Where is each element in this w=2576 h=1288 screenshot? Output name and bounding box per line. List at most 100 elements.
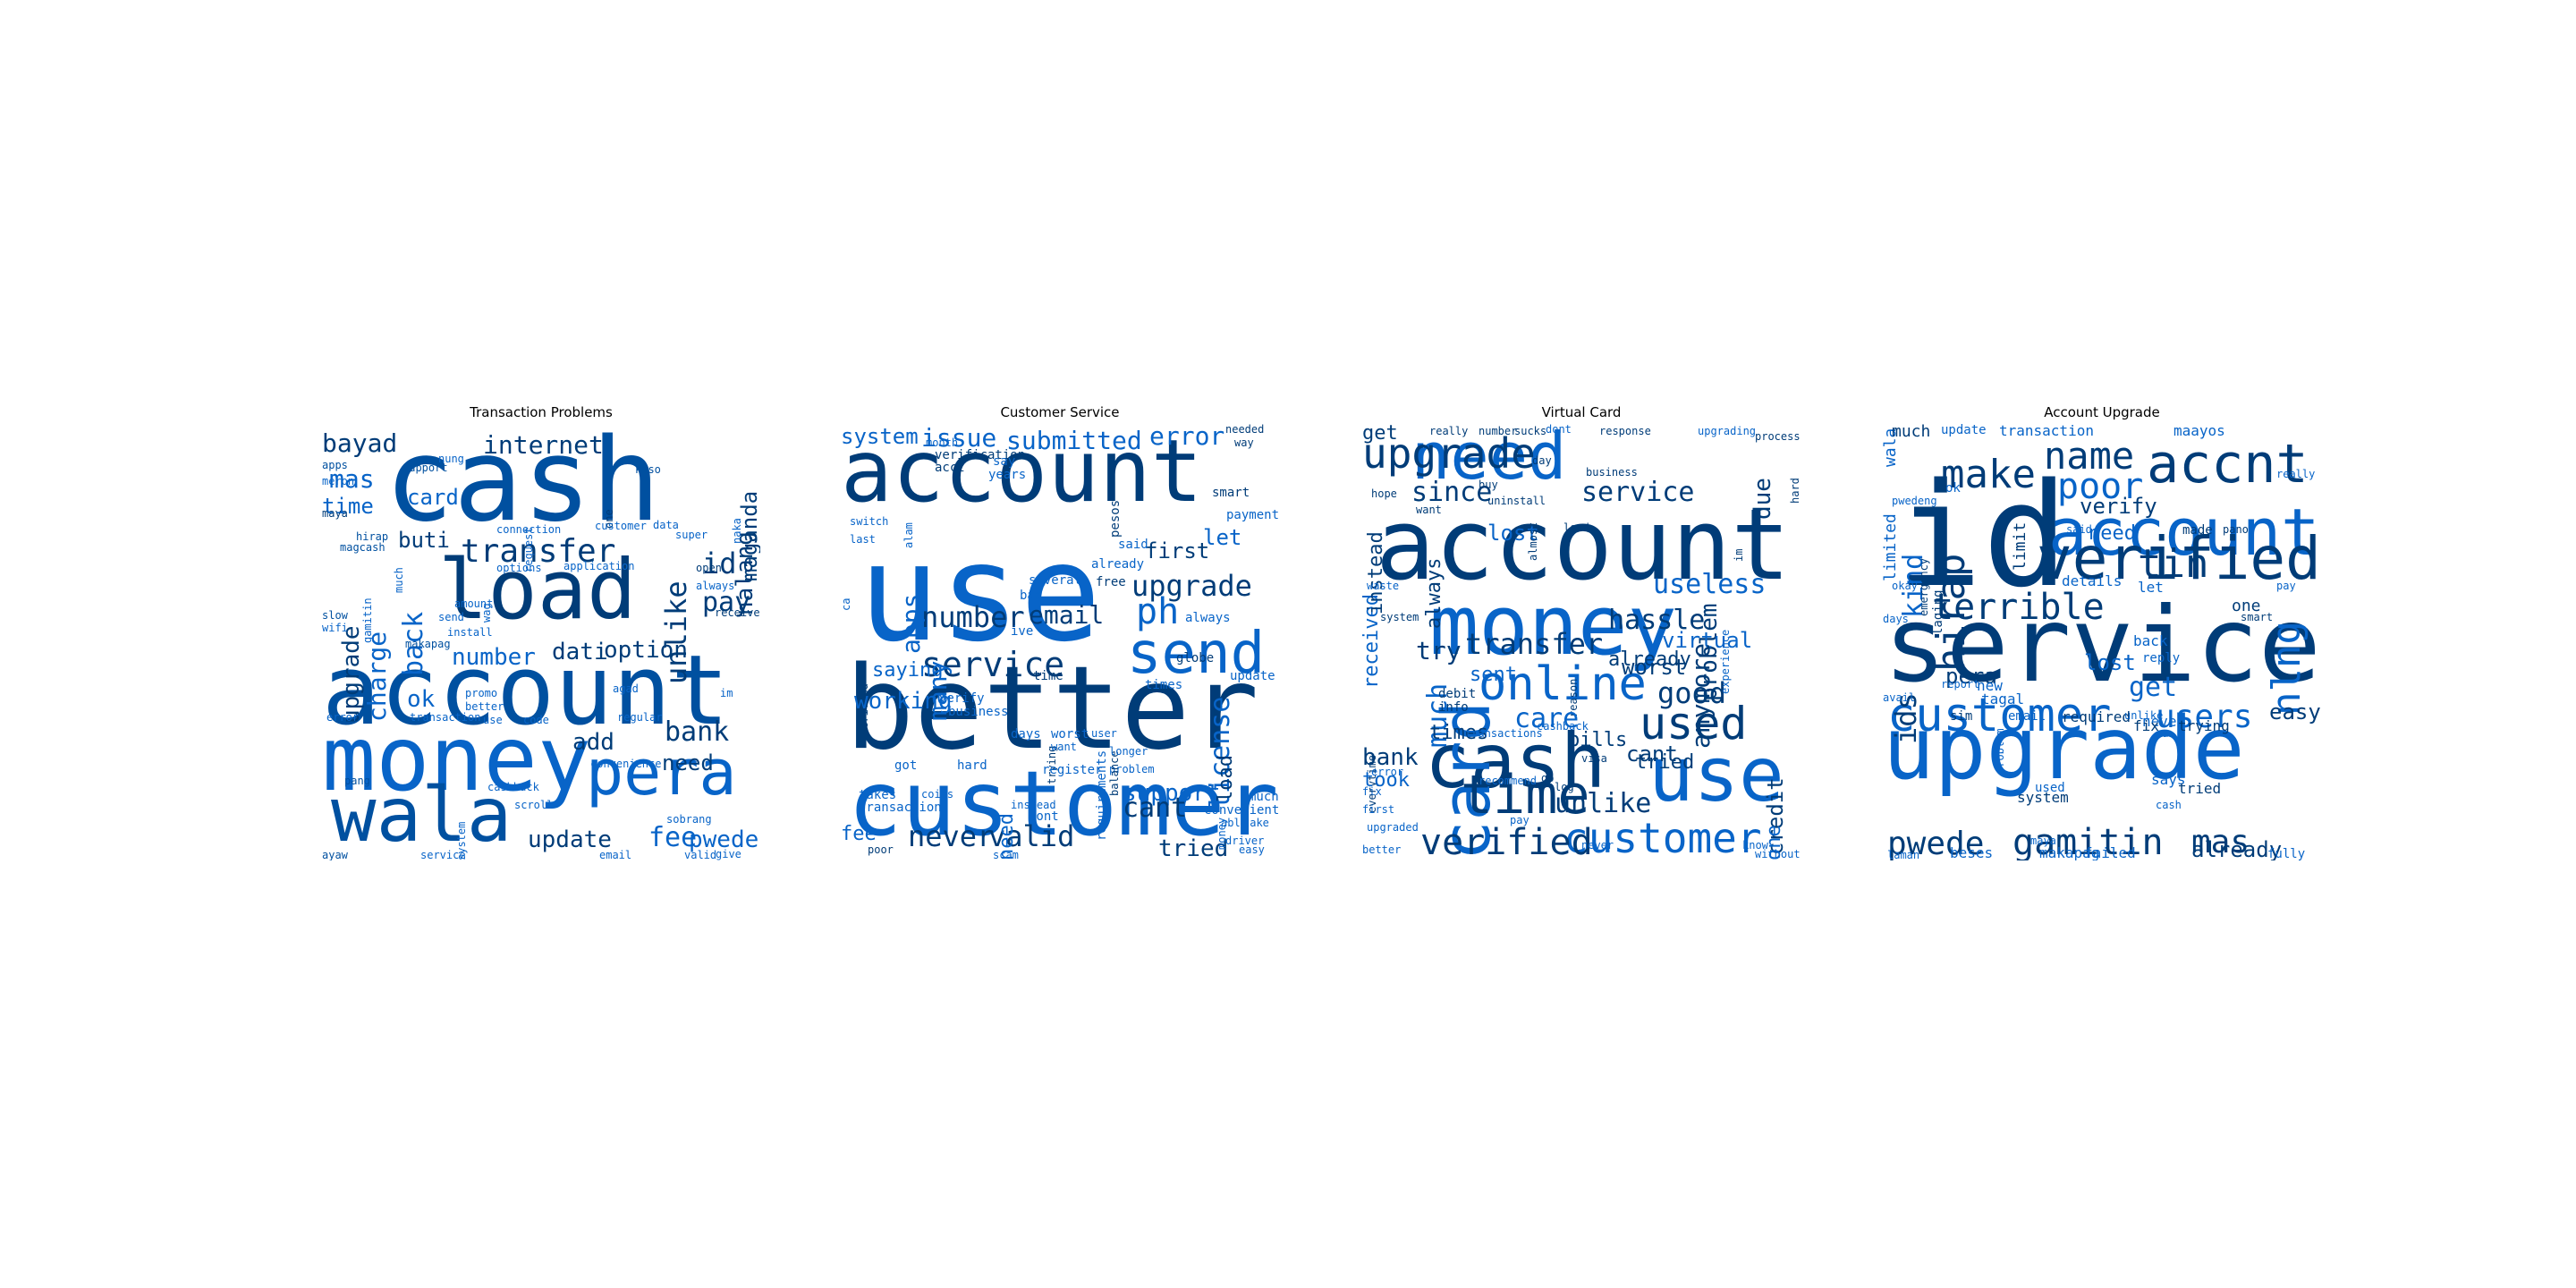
cloud-word: always	[1185, 611, 1231, 625]
cloud-word: emergency	[1918, 557, 1930, 616]
cloud-word: transaction	[410, 711, 481, 724]
cloud-word: send	[438, 611, 464, 623]
cloud-word: scroll	[514, 799, 554, 811]
cloud-word: magcash	[340, 541, 386, 554]
cloud-word: said	[1118, 538, 1148, 552]
cloud-word: get	[1362, 424, 1398, 445]
cloud-word: fee	[841, 823, 877, 845]
cloud-word: info	[1438, 700, 1469, 715]
cloud-word: wifi	[322, 622, 348, 634]
cloud-word: dont	[1546, 424, 1572, 436]
cloud-word: worst	[1622, 655, 1687, 680]
cloud-word: one	[2232, 597, 2261, 615]
cloud-word: maayos	[2174, 424, 2225, 439]
cloud-word: let	[1203, 525, 1242, 550]
cloud-word: fix	[1362, 785, 1382, 798]
cloud-word: verified	[1420, 822, 1593, 860]
cloud-word: upgraded	[1367, 821, 1419, 834]
cloud-word: okay	[1892, 580, 1918, 592]
cloud-word: verification	[935, 448, 1026, 462]
cloud-word: meron	[322, 475, 355, 487]
cloud-word: first	[1145, 538, 1210, 564]
cloud-word: says	[2151, 771, 2186, 788]
cloud-word: driver	[1225, 835, 1265, 847]
cloud-word: transaction	[859, 801, 942, 815]
cloud-word: makapag	[2039, 844, 2100, 860]
cloud-word: required	[2062, 708, 2131, 725]
cloud-word: new	[1977, 677, 2003, 694]
cloud-word: tried	[1635, 751, 1695, 774]
cloud-word: want	[1051, 741, 1077, 753]
cloud-word: way	[1234, 436, 1254, 449]
cloud-word: super	[675, 529, 708, 541]
word-cloud: cash account money load wala pera transfer inte…	[322, 424, 760, 860]
cloud-word: balance	[1108, 750, 1121, 796]
cloud-word: use	[1648, 731, 1784, 818]
cloud-word: amount	[454, 597, 494, 610]
cloud-word: account	[322, 635, 730, 747]
cloud-word: took	[1362, 769, 1410, 792]
cloud-word: virtual	[1662, 628, 1753, 653]
cloud-word: bad	[1020, 589, 1043, 603]
cloud-word: upgrade	[1131, 569, 1252, 603]
cloud-word: business	[1586, 466, 1638, 479]
cloud-word: verify	[2080, 494, 2157, 519]
cloud-word: much	[1249, 790, 1279, 804]
cloud-word: cashback	[487, 781, 539, 793]
cloud-word: email	[1029, 600, 1105, 630]
cloud-word: customer	[848, 751, 1279, 856]
cloud-word: times	[1429, 722, 1489, 744]
cloud-word: coins	[921, 788, 954, 801]
cloud-word: sucks	[1514, 425, 1547, 437]
word-cloud: account money cash card use customer time onlin…	[1362, 424, 1801, 860]
cloud-word: try	[1416, 636, 1462, 665]
cloud-word: beses	[1950, 844, 1994, 860]
cloud-word: money	[1429, 578, 1677, 674]
cloud-word: customer	[1563, 814, 1762, 860]
cloud-word: naka	[731, 518, 743, 544]
cloud-word: service	[1884, 585, 2321, 706]
cloud-word: apps	[322, 459, 348, 471]
cloud-word: hard	[957, 758, 987, 773]
cloud-word: account	[1376, 487, 1791, 602]
cloud-word: convenient	[1204, 803, 1279, 818]
cloud-word: said	[2066, 523, 2092, 536]
cloud-word: service	[1581, 477, 1695, 508]
cloud-word: tried	[1158, 835, 1229, 860]
cloud-word: hope	[1371, 487, 1397, 500]
cloud-word: cant	[1123, 792, 1188, 824]
cloud-word: buy	[1479, 479, 1498, 491]
cloud-word: already	[1091, 557, 1145, 572]
cloud-word: submitted	[1006, 426, 1142, 455]
cloud-word: option	[604, 637, 688, 664]
cloud-word: without	[1755, 848, 1801, 860]
cloud-word: number	[452, 644, 536, 671]
cloud-word: convenience	[590, 758, 662, 770]
cloud-word: month	[926, 436, 959, 449]
cloud-word: take	[1243, 817, 1269, 829]
cloud-word: business	[948, 705, 1009, 719]
cloud-word: pwede	[1887, 826, 1985, 860]
cloud-word: poor	[868, 843, 894, 856]
cloud-word: make	[1941, 452, 2036, 497]
cloud-word: error	[1149, 424, 1225, 451]
cloud-word: instead	[1365, 531, 1387, 614]
cloud-word: service	[921, 645, 1065, 684]
cloud-word: ok	[1945, 481, 1961, 496]
cloud-word: never	[1581, 839, 1614, 852]
cloud-word: say	[993, 454, 1016, 469]
cloud-word: valid	[684, 849, 717, 860]
cloud-word: used	[1640, 698, 1748, 750]
cloud-word: due	[1750, 478, 1776, 520]
cloud-word: add	[572, 729, 614, 756]
cloud-word: day	[1532, 454, 1552, 467]
cloud-word: sobrang	[666, 813, 712, 826]
cloud-word: send	[1127, 621, 1266, 687]
cloud-word: support	[1123, 780, 1221, 807]
cloud-word: bayad	[322, 428, 398, 458]
cloud-word: log	[1555, 781, 1574, 793]
cloud-word: card	[407, 485, 459, 510]
cloud-word: able	[1221, 817, 1247, 829]
cloud-word: charge	[362, 631, 392, 722]
cloud-word: makapag	[405, 638, 451, 650]
